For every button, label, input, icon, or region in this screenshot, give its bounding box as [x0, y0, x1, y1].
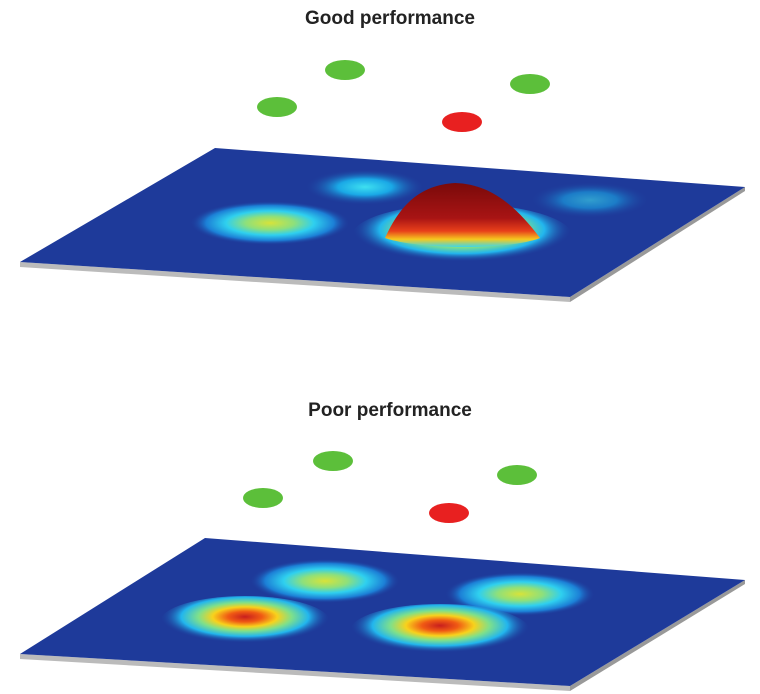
green-node	[510, 74, 550, 94]
green-node	[325, 60, 365, 80]
panel-title: Poor performance	[308, 400, 472, 421]
red-node	[429, 503, 469, 523]
activity-blob	[160, 596, 330, 648]
activity-blob	[350, 604, 530, 658]
activity-blob	[530, 182, 650, 218]
red-node	[442, 112, 482, 132]
green-node	[313, 451, 353, 471]
activity-blob	[190, 201, 350, 245]
diagram: Good performance Poor performance	[0, 0, 760, 694]
green-node	[497, 465, 537, 485]
green-node	[257, 97, 297, 117]
activity-blob	[250, 559, 400, 603]
green-node	[243, 488, 283, 508]
panel-title: Good performance	[305, 8, 475, 29]
activity-blob	[305, 169, 425, 205]
